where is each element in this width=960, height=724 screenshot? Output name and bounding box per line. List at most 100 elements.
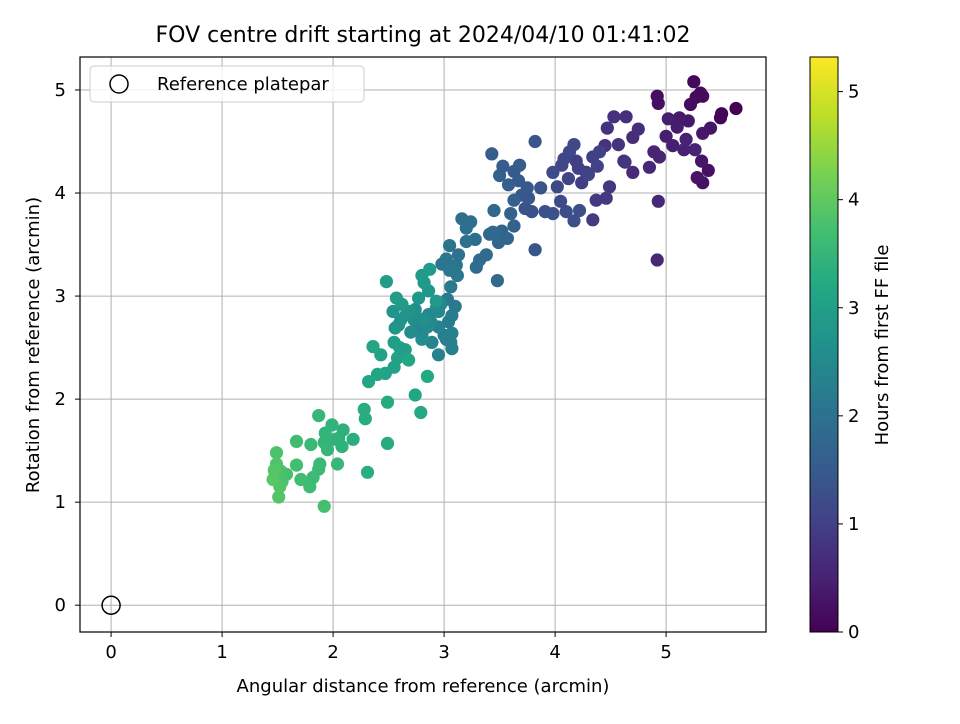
data-point [534,181,548,195]
data-point [701,163,715,177]
y-axis-ticks: 0 1 2 3 4 5 [55,80,80,616]
data-point [493,168,507,183]
data-point [272,490,286,504]
y-axis-label: Rotation from reference (arcmin) [23,197,44,493]
data-point [670,120,684,134]
data-point [677,143,691,157]
data-point [661,112,675,126]
data-point [713,111,728,125]
data-point [429,294,443,308]
y-tick-label: 2 [55,389,66,410]
legend-marker [109,74,129,94]
data-point [320,443,335,457]
x-tick-label: 4 [549,642,560,663]
data-point [380,395,395,409]
data-point [330,457,345,471]
data-point [445,326,459,340]
data-point [386,304,400,319]
colorbar [809,56,839,633]
data-point [431,348,446,362]
data-point [572,203,587,218]
chart-title: FOV centre drift starting at 2024/04/10 … [156,23,691,48]
data-point [513,158,527,172]
data-point [550,180,564,194]
data-point [538,205,552,219]
data-point [402,353,416,367]
data-point [294,472,308,487]
data-point [592,145,607,159]
x-tick-label: 0 [105,642,116,663]
data-point [366,340,380,354]
data-point [507,193,521,207]
data-point [504,207,518,221]
data-point [357,402,371,416]
data-point [683,97,698,111]
y-tick-label: 5 [55,80,66,101]
data-point [370,367,385,381]
data-point [521,191,536,205]
data-point [469,260,483,274]
data-point [415,332,429,346]
data-point [266,472,280,487]
data-point [412,291,426,305]
data-point [650,253,664,267]
data-point [362,375,376,389]
data-point [289,458,304,472]
data-point [451,248,466,262]
y-tick-label: 1 [55,492,66,513]
data-point [374,348,388,362]
data-point [380,436,395,450]
data-point [642,160,657,174]
reference-platepar-marker [101,595,121,615]
data-point [269,446,284,460]
data-point [679,132,693,146]
data-point [554,194,568,208]
data-point [688,143,702,157]
y-tick-label: 4 [55,183,66,204]
data-point [312,409,326,423]
data-point [408,388,422,402]
data-point [423,262,437,276]
data-point [600,121,614,135]
data-point [444,280,458,294]
data-point [567,214,581,228]
x-tick-label: 5 [660,642,671,663]
x-axis-label: Angular distance from reference (arcmin) [237,676,610,697]
data-point [389,291,403,305]
data-point [599,191,613,205]
data-point [360,465,375,479]
colorbar-tick-label: 1 [848,514,859,535]
data-point [328,432,342,446]
data-point [546,165,560,179]
data-point [443,239,457,253]
data-point [666,139,680,153]
legend: Reference platepar [89,65,365,103]
data-point [647,145,661,159]
data-point [581,167,596,182]
data-point [602,180,617,194]
data-point [695,154,709,168]
data-point [490,274,504,288]
data-point [659,129,673,143]
data-point [507,219,521,233]
data-point [414,405,428,420]
data-point [729,101,743,116]
data-point [518,201,532,216]
data-point [420,369,434,383]
x-tick-label: 3 [438,642,449,663]
data-point [289,434,304,448]
data-point [690,171,704,185]
data-point [450,268,464,283]
colorbar-label: Hours from first FF file [872,245,893,446]
legend-label: Reference platepar [157,74,329,95]
data-point [404,325,418,339]
colorbar-ticks: 0 1 2 3 4 5 [838,82,859,643]
data-point [651,96,665,110]
data-point [586,213,600,227]
x-tick-label: 2 [327,642,338,663]
data-point [528,243,542,257]
data-point [459,234,473,249]
x-axis-ticks: 0 1 2 3 4 5 [105,632,672,663]
